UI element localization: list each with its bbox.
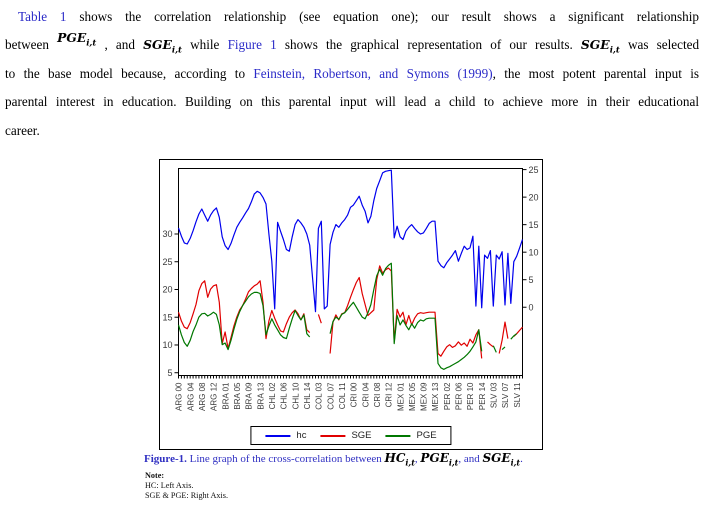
text-line-3: to the base model because, according to … — [5, 60, 699, 88]
math-hc-it: HCi,t — [384, 451, 415, 468]
x-axis-label: MEX 05 — [408, 382, 417, 411]
math-sge-it: SGEi,t — [143, 37, 182, 56]
x-axis-label: ARG 08 — [198, 382, 207, 411]
pge-line-swatch — [385, 434, 411, 437]
x-axis-label: CHL 14 — [303, 382, 312, 409]
left-axis-label: 5 — [167, 368, 172, 378]
x-axis-label: ARG 00 — [175, 382, 184, 411]
link-table-1[interactable]: Table 1 — [18, 9, 67, 24]
x-axis-label: COL 07 — [326, 382, 335, 410]
x-axis-label: MEX 13 — [431, 382, 440, 411]
math-sge-it: SGEi,t — [580, 37, 620, 56]
x-axis-label: CRI 04 — [361, 382, 370, 407]
right-axis-label: 5 — [529, 275, 534, 285]
text-run: shows the correlation relationship (see … — [79, 9, 699, 24]
text-run: , the most potent parental input is — [492, 65, 699, 81]
x-axis-label: BRA 05 — [233, 382, 242, 410]
right-axis-label: 10 — [529, 247, 539, 257]
x-axis-label: SLV 03 — [490, 382, 499, 408]
text-line-4: parental interest in education. Building… — [5, 94, 699, 110]
text-run: while — [190, 37, 220, 53]
text-run: shows the graphical representation of ou… — [284, 37, 573, 53]
sge-line-swatch — [320, 434, 346, 437]
right-axis-label: 25 — [529, 165, 539, 175]
x-axis-label: CHL 02 — [268, 382, 277, 409]
x-axis-label: PER 06 — [455, 382, 464, 410]
text-line-2: between PGEi,t , and SGEi,t while Figure… — [5, 31, 699, 59]
left-axis-label: 20 — [162, 285, 172, 295]
link-citation-feinstein[interactable]: Feinstein, Robertson, and Symons (1999) — [253, 65, 493, 81]
x-axis-label: PER 14 — [478, 382, 487, 410]
x-axis-label: ARG 12 — [210, 382, 219, 411]
link-figure-1[interactable]: Figure 1 — [227, 37, 277, 53]
chart-legend: hc SGE PGE — [250, 426, 452, 445]
x-axis-label: MEX 01 — [396, 382, 405, 411]
right-axis-label: 0 — [529, 302, 534, 312]
right-axis-label: 20 — [529, 192, 539, 202]
text-line-5: career. — [5, 122, 40, 138]
x-axis-label: SLV 07 — [501, 382, 510, 408]
x-axis-label: PER 10 — [466, 382, 475, 410]
x-axis-label: PER 02 — [443, 382, 452, 410]
note-line-sge-pge: SGE & PGE: Right Axis. — [145, 490, 229, 500]
text-run: was selected — [627, 37, 699, 53]
caption-period: . — [520, 453, 523, 465]
math-sge-it: SGEi,t — [482, 451, 521, 468]
caption-label: Figure-1. — [144, 453, 187, 465]
text-run: to the base model because, according to — [5, 65, 246, 81]
paragraph: Table 1 shows the correlation relationsh… — [0, 0, 703, 145]
legend-item-hc: hc — [265, 430, 306, 441]
figure-caption: Figure-1. Line graph of the cross-correl… — [144, 451, 594, 470]
x-axis-label: BRA 09 — [245, 382, 254, 410]
chart-canvas: 30 25 20 15 10 5 25 20 15 10 5 0 ARG 00 ARG 04 ARG 08 A… — [162, 165, 539, 411]
legend-label: hc — [296, 430, 307, 441]
series-SGE — [177, 265, 523, 359]
x-axis-label: CRI 00 — [350, 382, 359, 407]
text-run: between — [5, 37, 49, 53]
legend-item-sge: SGE — [320, 430, 372, 441]
note-title: Note: — [145, 471, 165, 480]
x-axis-label: CHL 10 — [291, 382, 300, 409]
x-axis-label: BRA 13 — [256, 382, 265, 410]
note-line-hc: HC: Left Axis. — [145, 480, 194, 490]
figure-note: Note: HC: Left Axis. SGE & PGE: Right Ax… — [145, 471, 228, 500]
hc-line-swatch — [265, 434, 291, 437]
math-pge-it: PGEi,t — [420, 451, 459, 468]
left-axis-label: 30 — [162, 229, 172, 239]
right-axis-label: 15 — [529, 220, 539, 230]
left-axis-label: 25 — [162, 257, 172, 267]
x-axis-label: ARG 04 — [186, 382, 195, 411]
x-axis-label: MEX 09 — [420, 382, 429, 411]
caption-sep: , — [414, 453, 418, 465]
series-hc — [177, 169, 524, 313]
x-axis-label: SLV 11 — [513, 382, 522, 408]
x-axis-label: COL 11 — [338, 382, 347, 409]
text-run: , and — [104, 37, 135, 53]
x-axis-label: BRA 01 — [221, 382, 230, 410]
text-line-1: Table 1 shows the correlation relationsh… — [5, 3, 699, 31]
legend-label: PGE — [416, 430, 437, 441]
x-axis-label: CRI 12 — [385, 382, 394, 407]
figure-1-chart: 30 25 20 15 10 5 25 20 15 10 5 0 ARG 00 ARG 04 ARG 08 A… — [159, 159, 543, 450]
math-pge-it: PGEi,t — [57, 31, 97, 49]
legend-item-pge: PGE — [385, 430, 437, 441]
caption-text: Line graph of the cross-correlation betw… — [189, 453, 382, 465]
left-axis-label: 15 — [162, 312, 172, 322]
legend-label: SGE — [351, 430, 372, 441]
x-axis-label: COL 03 — [315, 382, 324, 410]
x-axis-label: CRI 08 — [373, 382, 382, 407]
x-axis-label: CHL 06 — [280, 382, 289, 409]
left-axis-label: 10 — [162, 340, 172, 350]
series-PGE — [179, 263, 523, 369]
caption-sep: , and — [458, 453, 480, 465]
